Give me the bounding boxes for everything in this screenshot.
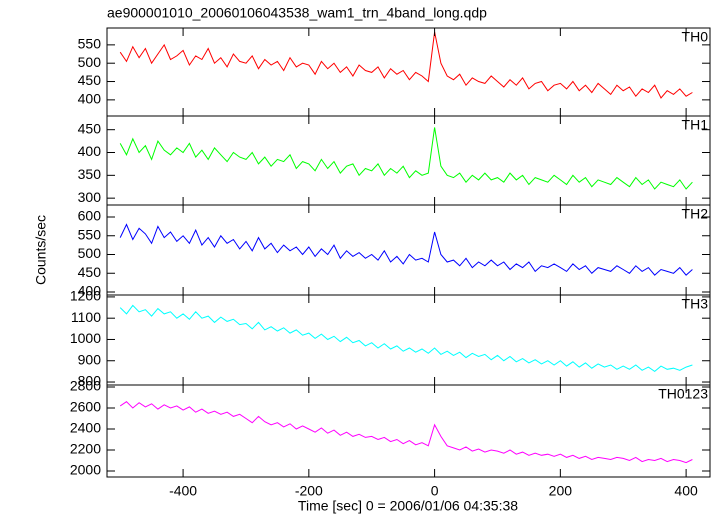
y-tick-label: 2800 bbox=[70, 378, 101, 394]
x-tick-label: 400 bbox=[674, 483, 698, 499]
y-tick-label: 1000 bbox=[70, 330, 101, 346]
y-tick-label: 350 bbox=[78, 166, 102, 182]
y-tick-label: 400 bbox=[78, 91, 102, 107]
y-tick-label: 2400 bbox=[70, 420, 101, 436]
panel-label: TH2 bbox=[682, 206, 709, 222]
y-tick-label: 300 bbox=[78, 189, 102, 205]
y-axis-label: Counts/sec bbox=[33, 215, 49, 285]
y-tick-label: 450 bbox=[78, 264, 102, 280]
y-tick-label: 400 bbox=[78, 283, 102, 299]
y-tick-label: 2000 bbox=[70, 462, 101, 478]
y-tick-label: 800 bbox=[78, 373, 102, 389]
data-line bbox=[119, 127, 693, 190]
panel-frame bbox=[106, 384, 711, 478]
chart-title: ae900001010_20060106043538_wam1_trn_4ban… bbox=[107, 5, 487, 21]
y-tick-label: 2600 bbox=[70, 399, 101, 415]
x-tick-label: 200 bbox=[549, 483, 573, 499]
y-tick-label: 450 bbox=[78, 120, 102, 136]
y-tick-label: 550 bbox=[78, 226, 102, 242]
data-line bbox=[119, 223, 693, 276]
panel-frame bbox=[106, 27, 711, 117]
x-tick-label: 0 bbox=[431, 483, 439, 499]
y-tick-label: 900 bbox=[78, 351, 102, 367]
panel-label: TH3 bbox=[682, 296, 709, 312]
x-axis-label: Time [sec] 0 = 2006/01/06 04:35:38 bbox=[298, 498, 518, 514]
y-tick-label: 500 bbox=[78, 54, 102, 70]
data-line bbox=[119, 31, 693, 99]
y-tick-label: 600 bbox=[78, 208, 102, 224]
panel-frame bbox=[106, 115, 711, 206]
x-tick-label: -400 bbox=[169, 483, 197, 499]
y-tick-label: 1100 bbox=[71, 309, 101, 325]
y-tick-label: 1200 bbox=[70, 288, 101, 304]
panel-frame bbox=[106, 204, 711, 296]
x-tick-label: -200 bbox=[295, 483, 323, 499]
y-tick-label: 550 bbox=[78, 36, 102, 52]
panel-label: TH1 bbox=[682, 117, 709, 133]
y-tick-label: 2200 bbox=[70, 441, 101, 457]
panel-label: TH0123 bbox=[658, 386, 708, 402]
data-line bbox=[119, 304, 693, 373]
data-line bbox=[119, 401, 693, 464]
panel-frame bbox=[106, 294, 711, 386]
y-tick-label: 500 bbox=[78, 245, 102, 261]
y-tick-label: 450 bbox=[78, 72, 102, 88]
y-tick-label: 400 bbox=[78, 143, 102, 159]
panel-label: TH0 bbox=[682, 29, 709, 45]
